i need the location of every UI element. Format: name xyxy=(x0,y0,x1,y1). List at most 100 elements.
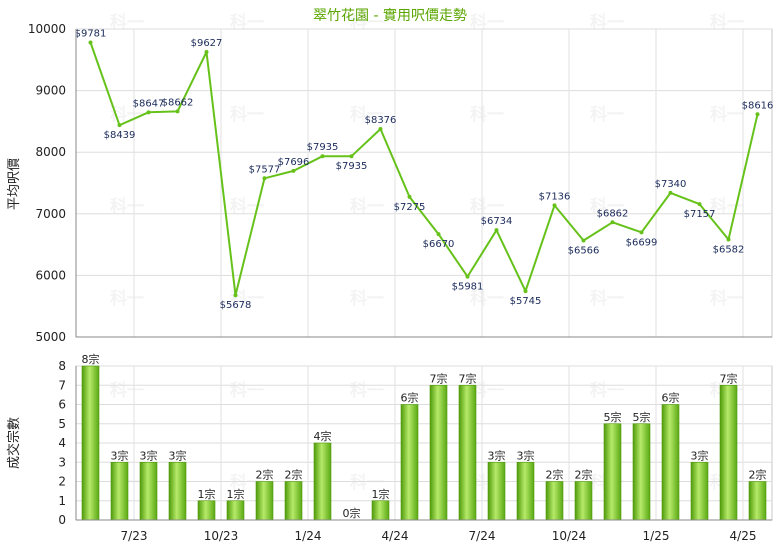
count-bar-label: 5宗 xyxy=(633,410,651,424)
count-bar-label: 3宗 xyxy=(140,448,158,462)
count-tick-label: 0 xyxy=(58,513,66,527)
count-bar xyxy=(748,481,767,521)
watermark-text: 科一 xyxy=(470,104,504,125)
watermark-text: 科一 xyxy=(350,472,384,493)
count-bar xyxy=(313,442,332,521)
price-point xyxy=(407,194,412,199)
count-bar xyxy=(690,461,709,521)
chart-title: 翠竹花園 - 實用呎價走勢 xyxy=(313,7,467,24)
price-point-label: $6582 xyxy=(713,245,745,256)
price-point-label: $7696 xyxy=(278,157,310,168)
price-point xyxy=(117,123,122,128)
watermark-text: 科一 xyxy=(110,380,144,401)
price-point-label: $7157 xyxy=(684,209,716,220)
count-bar-label: 6宗 xyxy=(401,391,419,405)
count-bar-label: 2宗 xyxy=(575,468,593,482)
price-point xyxy=(755,112,760,117)
price-point xyxy=(233,293,238,298)
price-point-label: $6566 xyxy=(568,246,600,257)
price-point-label: $8662 xyxy=(162,97,194,108)
x-tick-label: 10/23 xyxy=(204,529,239,543)
count-tick-label: 5 xyxy=(58,417,66,431)
watermark-text: 科一 xyxy=(230,104,264,125)
price-tick-label: 8000 xyxy=(35,145,66,159)
price-point-label: $7275 xyxy=(394,202,426,213)
count-tick-label: 2 xyxy=(58,475,66,489)
price-point xyxy=(726,237,731,242)
price-point xyxy=(349,154,354,159)
x-tick-label: 4/25 xyxy=(730,529,757,543)
count-bar xyxy=(487,461,506,521)
price-point-label: $7935 xyxy=(336,161,368,172)
price-axis-label: 平均呎價 xyxy=(7,158,22,210)
x-tick-label: 10/24 xyxy=(552,529,587,543)
watermark-text: 科一 xyxy=(590,288,624,309)
price-point xyxy=(523,289,528,294)
price-point xyxy=(175,109,180,114)
watermark-text: 科一 xyxy=(230,380,264,401)
count-bar xyxy=(255,481,274,521)
x-tick-label: 4/24 xyxy=(382,529,409,543)
count-bar xyxy=(545,481,564,521)
price-point xyxy=(668,190,673,195)
watermark-text: 科一 xyxy=(230,12,264,33)
count-bar xyxy=(516,461,535,521)
price-point xyxy=(146,110,151,115)
price-point-label: $6699 xyxy=(626,237,658,248)
watermark-text: 科一 xyxy=(470,288,504,309)
count-bar-label: 3宗 xyxy=(111,448,129,462)
price-point-label: $8616 xyxy=(742,100,774,111)
price-point-label: $9627 xyxy=(191,38,223,49)
price-point xyxy=(552,203,557,208)
count-bar xyxy=(719,384,738,521)
price-point-label: $8439 xyxy=(104,130,136,141)
price-point xyxy=(320,154,325,159)
price-point-label: $7136 xyxy=(539,191,571,202)
price-point-label: $8647 xyxy=(133,98,165,109)
price-point-label: $6734 xyxy=(481,216,513,227)
count-bar-label: 2宗 xyxy=(749,468,767,482)
price-tick-label: 7000 xyxy=(35,207,66,221)
count-bar-label: 0宗 xyxy=(343,506,361,520)
count-bar-label: 3宗 xyxy=(517,448,535,462)
price-point xyxy=(494,228,499,233)
count-bar-label: 8宗 xyxy=(82,352,100,366)
count-bar-label: 1宗 xyxy=(372,487,390,501)
count-bar xyxy=(371,500,390,521)
price-point xyxy=(436,232,441,237)
watermark-text: 科一 xyxy=(110,12,144,33)
count-bar xyxy=(400,404,419,521)
line-series xyxy=(88,40,760,298)
price-point xyxy=(378,127,383,132)
watermark-text: 科一 xyxy=(350,380,384,401)
price-tick-label: 5000 xyxy=(35,330,66,344)
count-bar xyxy=(226,500,245,521)
price-point-label: $5745 xyxy=(510,296,542,307)
price-point-label: $5981 xyxy=(452,282,484,293)
price-point-label: $7935 xyxy=(307,142,339,153)
count-tick-label: 4 xyxy=(58,436,66,450)
price-tick-label: 9000 xyxy=(35,84,66,98)
watermark-text: 科一 xyxy=(470,196,504,217)
count-bar xyxy=(284,481,303,521)
count-bar xyxy=(603,423,622,521)
count-bar xyxy=(429,384,448,521)
count-bar-label: 5宗 xyxy=(604,410,622,424)
price-point xyxy=(262,176,267,181)
count-bar-label: 3宗 xyxy=(169,448,187,462)
watermark-text: 科一 xyxy=(710,12,744,33)
price-point xyxy=(610,220,615,225)
price-point xyxy=(465,274,470,279)
count-tick-label: 7 xyxy=(58,378,66,392)
watermark-text: 科一 xyxy=(470,12,504,33)
watermark-text: 科一 xyxy=(350,104,384,125)
count-bar-label: 1宗 xyxy=(198,487,216,501)
price-point-label: $9781 xyxy=(75,28,107,39)
watermark-text: 科一 xyxy=(590,196,624,217)
x-tick-label: 7/24 xyxy=(469,529,496,543)
count-bar xyxy=(110,461,129,521)
count-bar xyxy=(168,461,187,521)
watermark-text: 科一 xyxy=(110,288,144,309)
count-bar xyxy=(632,423,651,521)
